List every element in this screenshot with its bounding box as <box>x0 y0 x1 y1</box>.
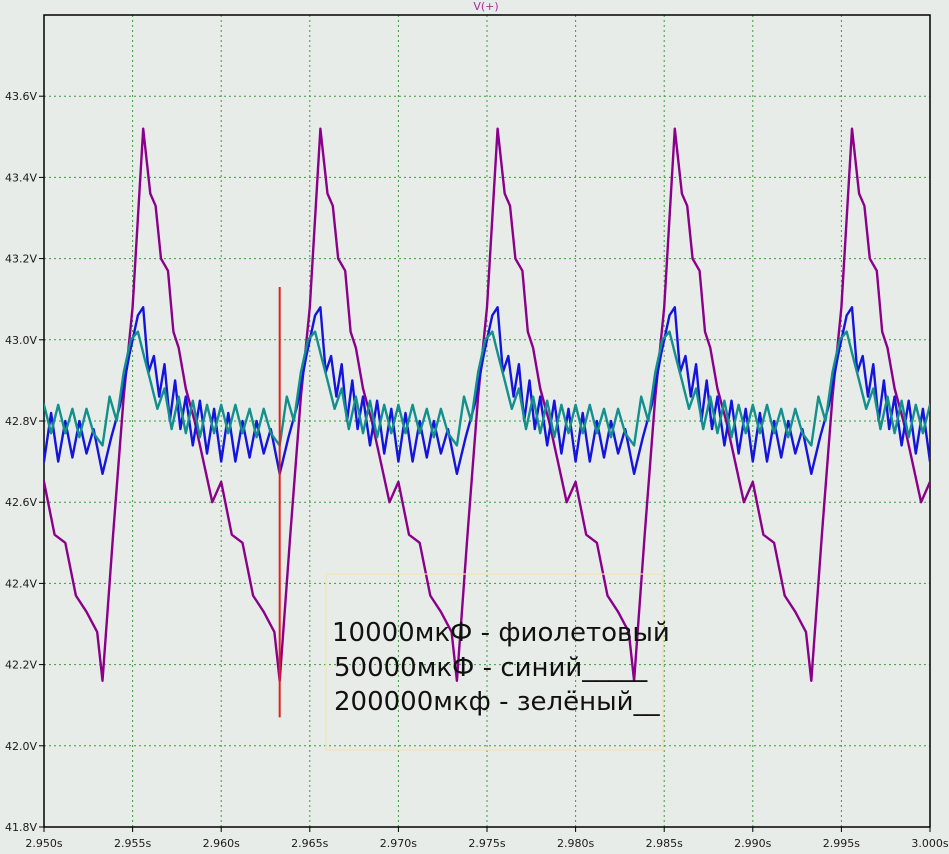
x-tick-label: 2.995s <box>823 837 860 850</box>
legend-box: 10000мкФ - фиолетовый 50000мкФ - синий__… <box>325 573 670 751</box>
legend-line-green: 200000мкф - зелёный__ <box>334 687 661 717</box>
y-tick-label: 42.6V <box>5 496 37 509</box>
chart-title: V(+) <box>473 0 498 13</box>
legend-frame <box>325 573 664 751</box>
y-tick-label: 43.6V <box>5 90 37 103</box>
legend-line-purple: 10000мкФ - фиолетовый <box>332 618 670 648</box>
x-tick-label: 2.960s <box>203 837 240 850</box>
x-tick-label: 2.970s <box>380 837 417 850</box>
series-blue-line <box>44 306 930 475</box>
x-tick-label: 3.000s <box>911 837 948 850</box>
x-tick-label: 2.955s <box>114 837 151 850</box>
legend-line-blue: 50000мкФ - синий_____ <box>334 653 648 683</box>
x-tick-label: 2.990s <box>734 837 771 850</box>
y-tick-label: 42.8V <box>5 415 37 428</box>
x-tick-label: 2.950s <box>25 837 62 850</box>
series-green-line <box>44 330 930 447</box>
y-tick-label: 42.0V <box>5 740 37 753</box>
y-tick-label: 43.4V <box>5 171 37 184</box>
x-tick-label: 2.965s <box>291 837 328 850</box>
y-tick-label: 43.2V <box>5 253 37 266</box>
series-purple-line <box>44 127 930 682</box>
y-tick-label: 41.8V <box>5 821 37 834</box>
x-tick-label: 2.985s <box>646 837 683 850</box>
x-tick-label: 2.980s <box>557 837 594 850</box>
y-tick-label: 42.4V <box>5 577 37 590</box>
y-tick-label: 42.2V <box>5 659 37 672</box>
x-tick-label: 2.975s <box>468 837 505 850</box>
y-tick-label: 43.0V <box>5 334 37 347</box>
